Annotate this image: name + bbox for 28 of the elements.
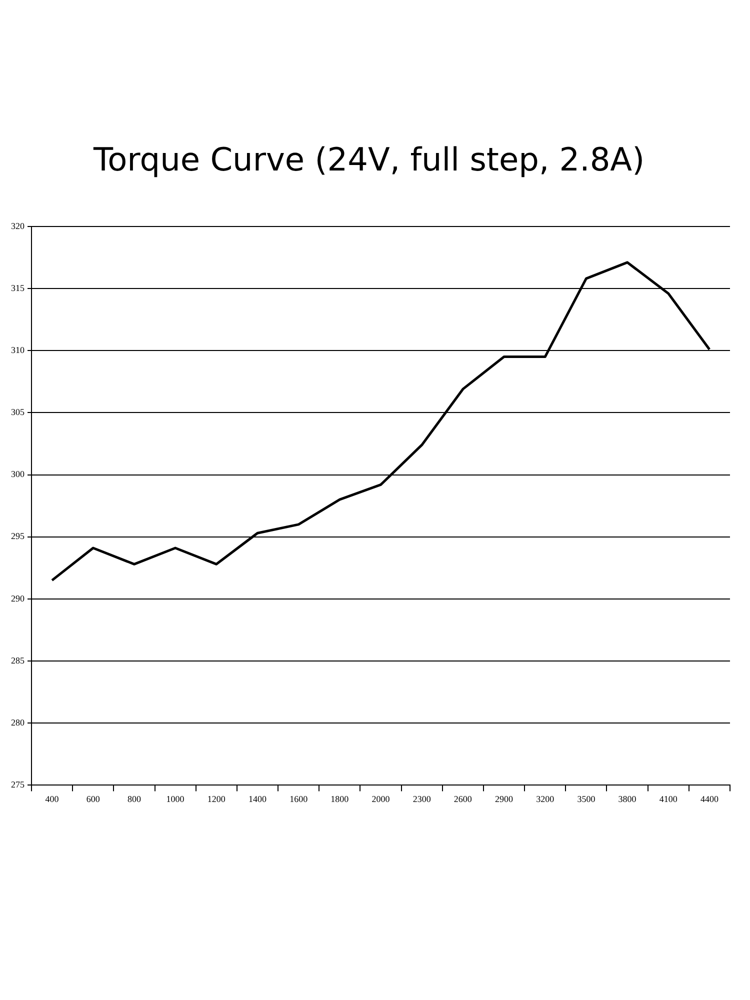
x-tick-label: 2600 [454,794,472,804]
x-tick-label: 3500 [577,794,596,804]
x-tick-label: 600 [86,794,100,804]
y-tick-label: 300 [11,469,25,480]
y-tick-label: 290 [11,593,25,604]
y-tick-label: 285 [11,655,25,666]
x-tick-label: 2300 [412,794,432,804]
x-tick-label: 3800 [618,794,637,804]
chart-title: Torque Curve (24V, full step, 2.8A) [92,140,645,179]
y-tick-label: 295 [11,531,25,542]
x-tick-label: 1000 [166,794,185,804]
x-tick-label: 4100 [659,794,678,804]
y-tick-label: 275 [11,780,25,790]
x-tick-label: 3200 [536,794,555,804]
x-tick-label: 4400 [700,794,719,804]
x-tick-label: 2000 [372,794,390,804]
y-tick-label: 280 [11,717,25,728]
x-tick-label: 800 [127,794,142,804]
x-tick-label: 2900 [495,794,514,804]
x-tick-label: 1400 [248,794,267,804]
y-tick-label: 305 [11,407,25,418]
x-tick-label: 1600 [290,794,308,804]
y-tick-label: 315 [11,282,25,293]
x-tick-label: 400 [45,794,60,804]
x-tick-label: 1800 [330,794,350,804]
y-tick-label: 320 [11,220,25,231]
x-tick-label: 1200 [207,794,226,804]
y-tick-label: 310 [11,344,25,355]
